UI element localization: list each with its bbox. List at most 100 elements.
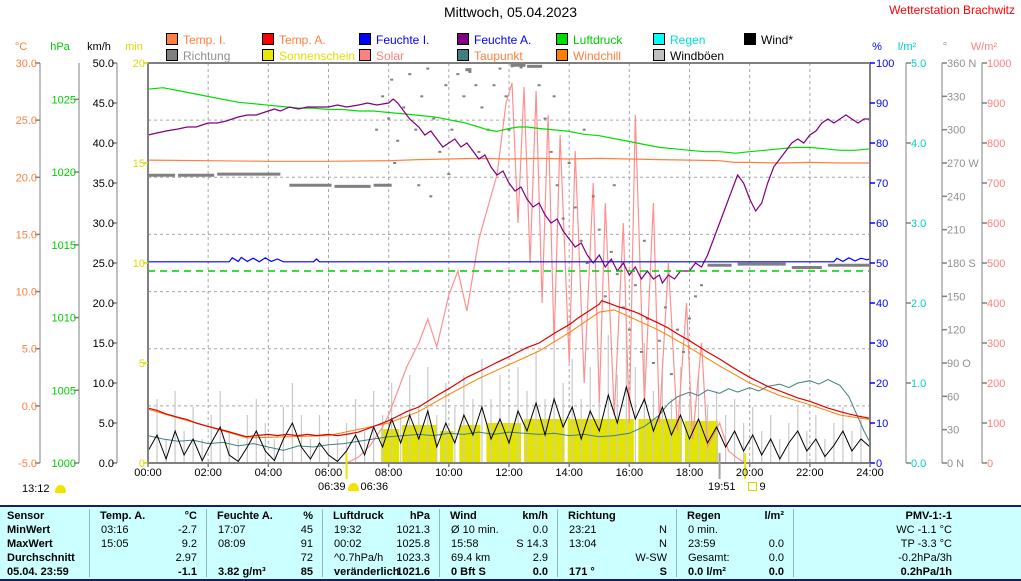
axis-label: km/h — [87, 41, 111, 53]
series-temp-a- — [147, 299, 871, 438]
axis-label: 30 — [876, 338, 888, 350]
sunset-time: 19:51 — [708, 481, 736, 493]
table-value: 19:32 — [334, 524, 362, 536]
axis-label: 500 — [987, 258, 1005, 270]
axis-label: 70 — [876, 178, 888, 190]
series-feuchte-i- — [148, 256, 871, 263]
axis-label: °C — [15, 41, 27, 53]
table-separator — [676, 509, 677, 577]
table-value: 0 Bft S — [451, 566, 486, 578]
sunrise-label: 06:39 06:36 — [318, 481, 388, 493]
axis-label: % — [872, 41, 882, 53]
axis-label: 14:00 — [555, 467, 583, 479]
axis-label: 4.0 — [911, 138, 926, 150]
table-value: -1.1 — [178, 566, 197, 578]
axis-label: 100 — [876, 58, 894, 70]
legend-label: Regen — [670, 33, 706, 47]
scale-Wm — [981, 62, 987, 464]
table-value: 0 min. — [688, 524, 718, 536]
table-value: 0.0 — [532, 524, 548, 536]
axis-label: 50 — [876, 258, 888, 270]
legend-swatch-icon — [556, 33, 568, 45]
table-value: Gesamt: — [688, 552, 730, 564]
table-row-label: Durchschnitt — [7, 552, 75, 564]
table-value: 0.0 l/m² — [688, 566, 726, 578]
legend-swatch-icon — [556, 49, 568, 61]
axis-label: 400 — [987, 298, 1005, 310]
legend-item-richtung: Richtung — [166, 49, 230, 63]
sunshine-total-row: 13:12 — [22, 483, 68, 495]
axis-label: 10 — [133, 258, 145, 270]
table-row-label: MaxWert — [7, 538, 53, 550]
axis-label: 10.0 — [93, 378, 114, 390]
axis-label: 1005 — [52, 385, 76, 397]
series-windb-en — [147, 327, 871, 462]
axis-label: 15.0 — [93, 338, 114, 350]
axis-label: 5.0 — [911, 58, 926, 70]
axis-label: 210 — [947, 225, 965, 237]
legend-label: Luftdruck — [573, 33, 623, 47]
series-richtung — [375, 65, 704, 376]
axis-label: 04:00 — [255, 467, 283, 479]
axis-label: 20 — [133, 58, 145, 70]
axis-label: 300 — [987, 338, 1005, 350]
table-separator — [793, 509, 794, 577]
table-separator — [439, 509, 440, 577]
series-taupunkt — [147, 379, 871, 451]
axis-label: 30.0 — [93, 218, 114, 230]
legend-swatch-icon — [744, 33, 756, 45]
axis-label: 1.0 — [911, 378, 926, 390]
axis-label: ° — [943, 41, 947, 53]
axis-label: 10.0 — [16, 287, 37, 299]
axis-label: 1015 — [52, 240, 76, 252]
table-value: 171 ° — [569, 566, 595, 578]
scale-kmh — [112, 62, 118, 464]
axis-label: 00:00 — [134, 467, 162, 479]
table-value: 1021.6 — [396, 566, 430, 578]
axis-label: 60 — [876, 218, 888, 230]
axis-label: min — [125, 41, 143, 53]
table-header: Regen — [687, 510, 721, 522]
series-richtung-verlauf — [148, 63, 870, 269]
table-value: -2.7 — [178, 524, 197, 536]
table-value: 1025.8 — [396, 538, 430, 550]
legend-label: Wind* — [761, 33, 794, 47]
legend-item-feuchte-i-: Feuchte I. — [359, 33, 429, 47]
legend-label: Taupunkt — [474, 49, 523, 63]
table-value: 0.0 — [532, 566, 548, 578]
axis-label: 15 — [133, 158, 145, 170]
axis-label: 700 — [987, 178, 1005, 190]
legend-label: Richtung — [183, 49, 231, 63]
table-value: 15:58 — [451, 538, 479, 550]
axis-label: -5.0 — [18, 458, 37, 470]
axis-label: 20.0 — [93, 298, 114, 310]
table-header: °C — [184, 510, 197, 522]
legend-label: Solar — [376, 49, 405, 63]
legend-swatch-icon — [457, 33, 469, 45]
table-value: 00:02 — [334, 538, 362, 550]
axis-label: 2.0 — [911, 298, 926, 310]
table-separator — [322, 509, 323, 577]
axis-label: 20 — [876, 378, 888, 390]
table-value: 0.0 — [768, 552, 784, 564]
axis-label: 15.0 — [16, 229, 37, 241]
series-temp-i- — [147, 157, 870, 164]
table-value: 08:09 — [218, 538, 246, 550]
axis-label: 18:00 — [676, 467, 704, 479]
axis-label: 5 — [139, 358, 145, 370]
table-value: veränderlich — [334, 566, 400, 578]
table-value: 45 — [300, 524, 313, 536]
table-value: 1023.3 — [396, 552, 430, 564]
legend-swatch-icon — [359, 49, 371, 61]
table-value: Ø 10 min. — [451, 524, 499, 536]
table-value: 85 — [300, 566, 313, 578]
table-value: 9.2 — [181, 538, 197, 550]
axis-label: 1000 — [52, 458, 76, 470]
axis-label: 180 S — [947, 258, 976, 270]
legend-label: Sonnenschein — [279, 49, 356, 63]
legend-item-taupunkt: Taupunkt — [457, 49, 523, 63]
table-header: % — [303, 510, 313, 522]
table-value: 17:07 — [218, 524, 246, 536]
series-luftdruck — [147, 87, 871, 154]
